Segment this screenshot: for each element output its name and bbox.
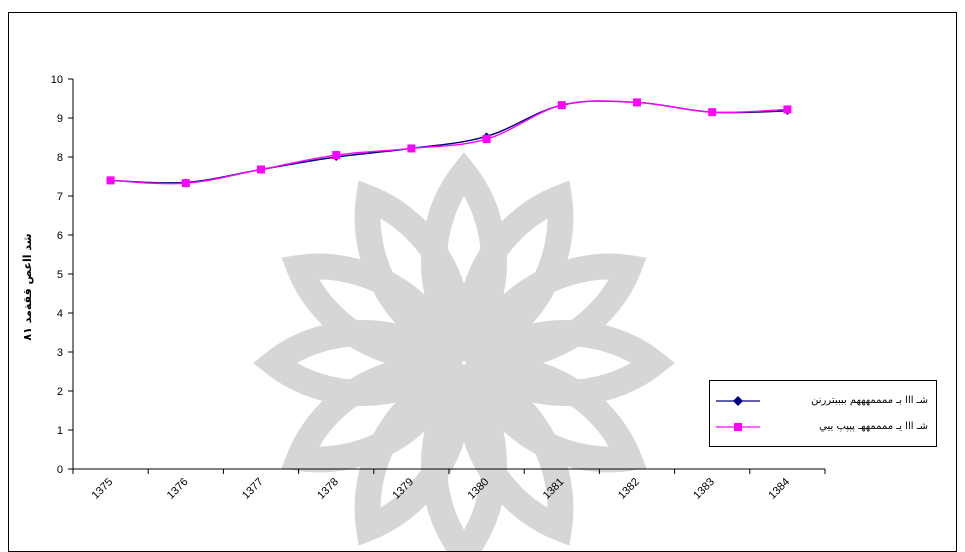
chart-legend: شـ ااا بـ ممممهههم ببببتررنن شـ ااا يـ م… bbox=[709, 380, 937, 447]
data-point-square bbox=[708, 108, 717, 117]
data-point-square bbox=[407, 144, 416, 153]
watermark-center bbox=[395, 294, 533, 432]
watermark-petal bbox=[421, 152, 507, 362]
data-point-square bbox=[783, 105, 792, 114]
data-point-square bbox=[106, 176, 115, 185]
watermark-petal bbox=[465, 253, 647, 370]
data-point-square bbox=[633, 98, 641, 107]
y-tick-label: 1 bbox=[57, 425, 63, 437]
series-2 bbox=[106, 98, 792, 188]
watermark-petal bbox=[281, 253, 463, 370]
legend-label-series-2: شـ ااا يـ ممممههـ پپپپ ييي bbox=[819, 421, 928, 432]
x-tick-label: 1382 bbox=[616, 476, 642, 502]
watermark-petal bbox=[281, 356, 463, 473]
data-point-square bbox=[181, 179, 190, 188]
data-point-square bbox=[257, 165, 265, 174]
y-tick-label: 3 bbox=[57, 347, 63, 359]
x-tick-label: 1375 bbox=[90, 476, 116, 502]
legend-item-series-1: شـ ااا بـ ممممهههم ببببتررنن bbox=[710, 391, 936, 411]
watermark-rosette bbox=[253, 152, 675, 551]
series-line bbox=[110, 100, 788, 184]
watermark-petal bbox=[354, 180, 471, 362]
watermark-petal bbox=[465, 320, 675, 406]
y-axis-title: شد ااعص ققةمد ٨١ bbox=[21, 233, 34, 340]
y-tick-label: 7 bbox=[57, 191, 63, 203]
data-point-square bbox=[332, 151, 341, 160]
watermark-petal bbox=[457, 180, 574, 362]
y-tick-label: 2 bbox=[57, 386, 63, 398]
legend-swatch-square-icon bbox=[716, 423, 760, 431]
x-tick-label: 1378 bbox=[315, 476, 341, 502]
chart-frame: 0 1 2 3 4 5 6 7 8 9 10 1375 1376 1377 1378 1379 1380 1381… bbox=[8, 12, 957, 552]
watermark-petal bbox=[457, 364, 574, 546]
chart-series bbox=[106, 98, 792, 188]
watermark-petal bbox=[421, 364, 507, 551]
watermark-petal bbox=[465, 356, 647, 473]
x-tick-label: 1384 bbox=[766, 476, 792, 502]
legend-label-series-1: شـ ااا بـ ممممهههم ببببتررنن bbox=[811, 395, 928, 406]
x-tick-label: 1376 bbox=[165, 476, 191, 502]
watermark-petal bbox=[354, 364, 471, 546]
x-tick-label: 1377 bbox=[240, 476, 266, 502]
y-tick-label: 4 bbox=[57, 308, 63, 320]
x-tick-label: 1383 bbox=[691, 476, 717, 502]
y-tick-label: 0 bbox=[57, 464, 63, 476]
legend-item-series-2: شـ ااا يـ ممممههـ پپپپ ييي bbox=[710, 417, 936, 437]
y-tick-label: 6 bbox=[57, 230, 63, 242]
legend-swatch-diamond-icon bbox=[716, 396, 760, 406]
y-tick-label: 9 bbox=[57, 113, 63, 125]
data-point-square bbox=[557, 101, 566, 110]
data-point-square bbox=[482, 135, 491, 144]
series-line bbox=[110, 100, 788, 185]
watermark-petal bbox=[253, 320, 463, 406]
y-tick-label: 5 bbox=[57, 269, 63, 281]
y-tick-label: 10 bbox=[51, 74, 63, 86]
y-tick-label: 8 bbox=[57, 152, 63, 164]
